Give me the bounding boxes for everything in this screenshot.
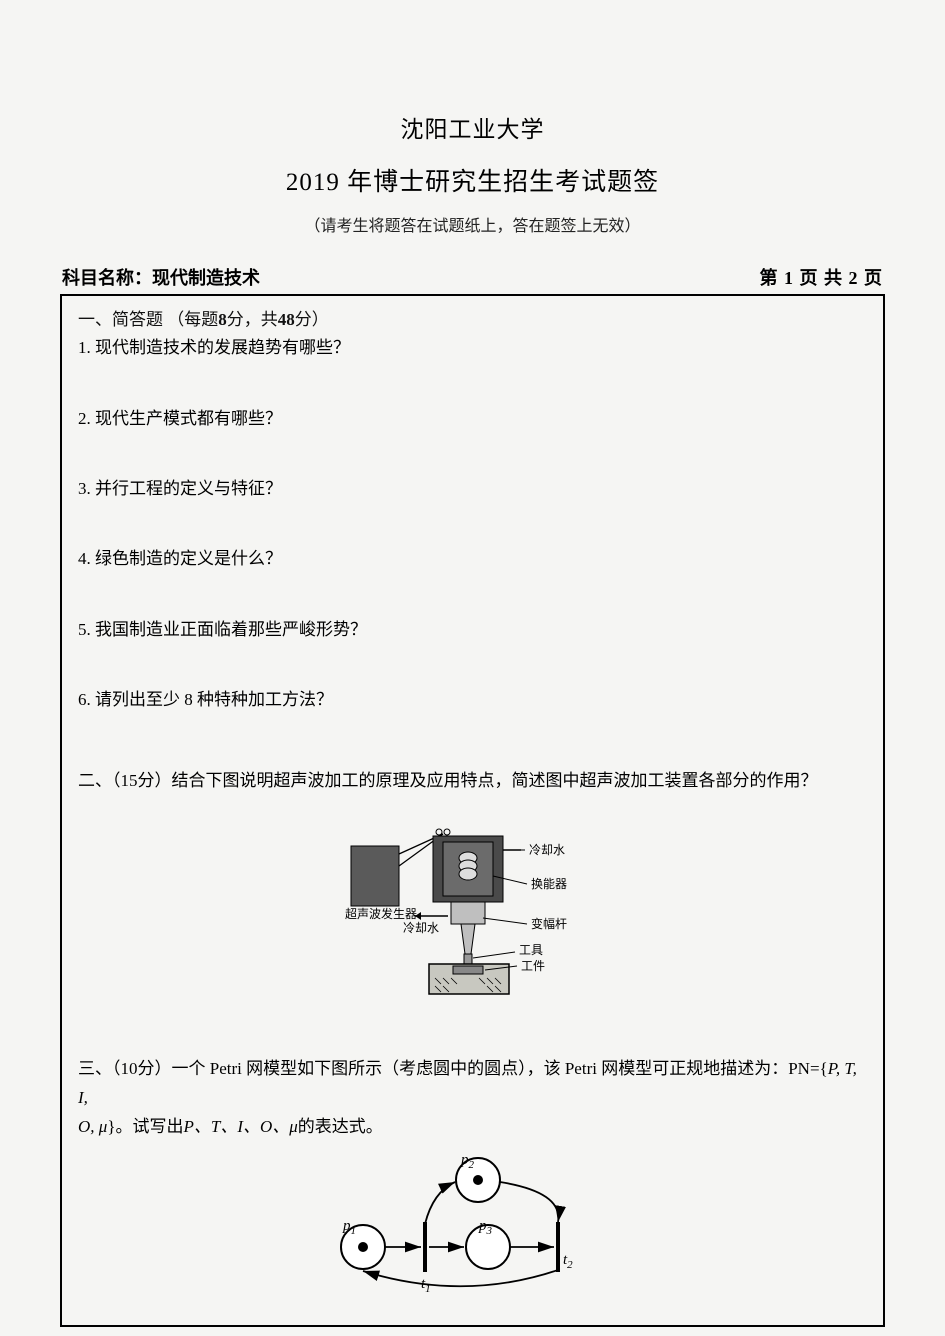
sec2-text: ）结合下图说明超声波加工的原理及应用特点，简述图中超声波加工装置各部分的作用？ xyxy=(155,771,818,790)
sec1-suffix: 分） xyxy=(295,310,329,329)
sec1-points1: 8 xyxy=(218,310,227,329)
arc-icon xyxy=(500,1182,558,1222)
horn-base-icon xyxy=(451,902,485,924)
label-workpiece: 工件 xyxy=(521,959,545,973)
token-icon xyxy=(358,1242,368,1252)
question-5: 5. 我国制造业正面临着那些严峻形势？ xyxy=(78,617,867,643)
sec3-points-suffix: 分 xyxy=(138,1059,155,1078)
ultrasonic-figure: 冷却水 换能器 超声波发生器 冷却水 变幅杆 工具 工件 xyxy=(78,806,867,1011)
label-cooling-left: 冷却水 xyxy=(403,921,439,935)
sec3-line2-post: }。试写出 xyxy=(107,1117,183,1136)
terminal-icon xyxy=(444,829,450,835)
university-name: 沈阳工业大学 xyxy=(60,110,885,144)
leader-icon xyxy=(483,918,527,924)
sec2-prefix: 二、（ xyxy=(78,771,121,790)
label-cooling-top: 冷却水 xyxy=(529,843,565,857)
terminal-icon xyxy=(436,829,442,835)
subject-label: 科目名称：现代制造技术 xyxy=(62,264,260,290)
arc-icon xyxy=(425,1182,455,1224)
horn-taper-icon xyxy=(461,924,475,954)
label-horn: 变幅杆 xyxy=(531,916,567,931)
exam-note: （请考生将题答在试题纸上，答在题签上无效） xyxy=(60,212,885,236)
content-frame: 一、简答题 （每题8分，共48分） 1. 现代制造技术的发展趋势有哪些？ 2. … xyxy=(60,296,885,1327)
ultrasonic-svg: 冷却水 换能器 超声波发生器 冷却水 变幅杆 工具 工件 xyxy=(343,806,603,1006)
sec1-points2: 48 xyxy=(278,310,295,329)
sec3-line2-end: 的表达式。 xyxy=(298,1117,383,1136)
meta-row: 科目名称：现代制造技术 第 1 页 共 2 页 xyxy=(60,264,885,296)
header: 沈阳工业大学 2019 年博士研究生招生考试题签 （请考生将题答在试题纸上，答在… xyxy=(60,110,885,236)
sec3-points: 10 xyxy=(121,1059,138,1078)
question-2: 2. 现代生产模式都有哪些？ xyxy=(78,406,867,432)
question-1: 1. 现代制造技术的发展趋势有哪些？ xyxy=(78,335,867,361)
token-icon xyxy=(473,1175,483,1185)
sec1-prefix: 一、简答题 （每题 xyxy=(78,310,218,329)
question-3: 3. 并行工程的定义与特征？ xyxy=(78,476,867,502)
sec2-points: 15 xyxy=(121,771,138,790)
label-t1: t1 xyxy=(421,1276,431,1295)
sec2-points-suffix: 分 xyxy=(138,771,155,790)
arc-icon xyxy=(363,1270,558,1286)
tool-icon xyxy=(464,954,472,964)
generator-box-icon xyxy=(351,846,399,906)
transducer-coil-icon xyxy=(459,868,477,880)
label-generator: 超声波发生器 xyxy=(345,906,417,921)
sec3-list: P、T、I、O、μ xyxy=(183,1117,297,1136)
petri-svg: p1 p2 p3 t1 t2 xyxy=(303,1152,643,1302)
sec3-prefix: 三、（ xyxy=(78,1059,121,1078)
exam-page: 沈阳工业大学 2019 年博士研究生招生考试题签 （请考生将题答在试题纸上，答在… xyxy=(0,0,945,1336)
sec3-text1: ）一个 Petri 网模型如下图所示（考虑圆中的圆点），该 Petri 网模型可… xyxy=(155,1059,828,1078)
label-t2: t2 xyxy=(563,1252,573,1271)
section-3: 三、（10分）一个 Petri 网模型如下图所示（考虑圆中的圆点），该 Petr… xyxy=(78,1055,867,1142)
label-tool: 工具 xyxy=(519,943,543,957)
section-2: 二、（15分）结合下图说明超声波加工的原理及应用特点，简述图中超声波加工装置各部… xyxy=(78,767,867,796)
petri-figure: p1 p2 p3 t1 t2 xyxy=(78,1152,867,1307)
question-6: 6. 请列出至少 8 种特种加工方法？ xyxy=(78,687,867,713)
label-transducer: 换能器 xyxy=(531,877,567,891)
section-1-heading: 一、简答题 （每题8分，共48分） xyxy=(78,306,867,333)
leader-icon xyxy=(473,952,515,958)
sec3-line2-pre: O, μ xyxy=(78,1117,107,1136)
question-4: 4. 绿色制造的定义是什么？ xyxy=(78,546,867,572)
exam-title: 2019 年博士研究生招生考试题签 xyxy=(60,162,885,198)
workpiece-icon xyxy=(453,966,483,974)
sec1-mid: 分，共 xyxy=(227,310,278,329)
page-number: 第 1 页 共 2 页 xyxy=(760,264,884,290)
